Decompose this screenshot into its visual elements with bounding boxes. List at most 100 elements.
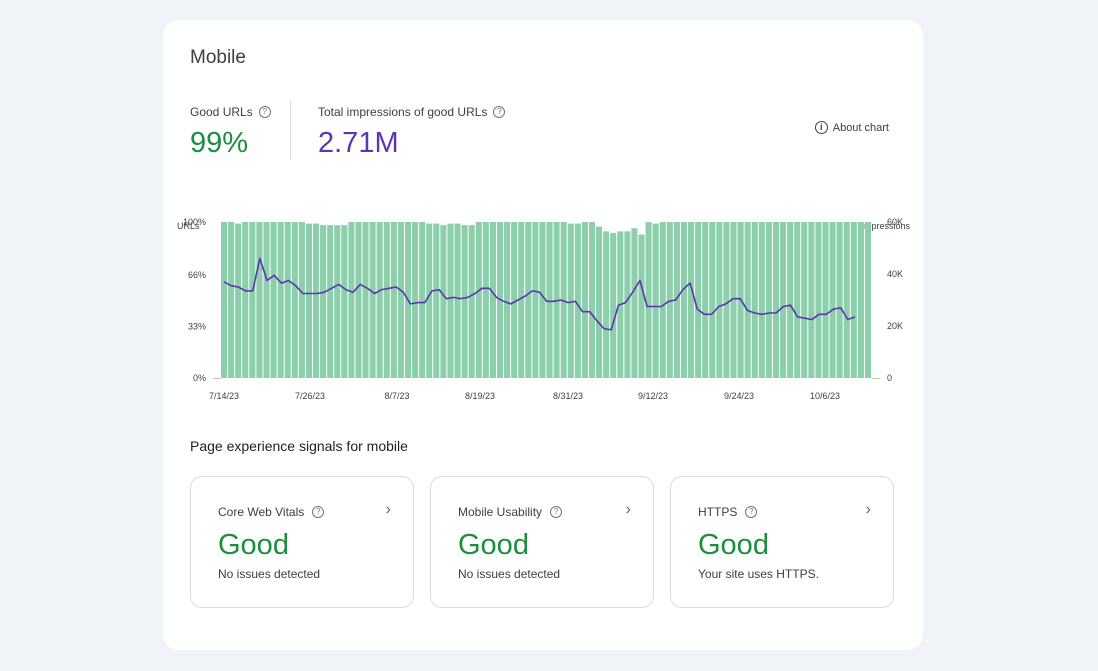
chevron-right-icon: › <box>385 501 391 518</box>
url-bar <box>843 222 850 378</box>
url-bar <box>355 222 362 378</box>
url-bar <box>801 222 808 378</box>
signal-head: HTTPS ? <box>698 505 758 519</box>
url-bar <box>532 222 539 378</box>
mobile-report-card: Mobile Good URLs ? 99% Total impressions… <box>163 20 923 650</box>
url-bar <box>504 222 511 378</box>
x-tick-label: 7/14/23 <box>209 391 239 401</box>
url-bar <box>836 222 843 378</box>
url-bar <box>383 222 390 378</box>
url-bar <box>787 222 794 378</box>
left-tick-label: 66% <box>188 270 206 280</box>
impressions-label: Total impressions of good URLs <box>318 105 488 119</box>
url-bar <box>624 231 631 378</box>
url-bar <box>723 222 730 378</box>
url-bar <box>596 226 603 378</box>
url-bar <box>454 223 461 378</box>
impressions-value: 2.71M <box>318 127 399 159</box>
x-tick-label: 9/12/23 <box>638 391 668 401</box>
metric-impressions[interactable]: Total impressions of good URLs ? 2.71M <box>318 105 506 160</box>
url-bar <box>567 223 574 378</box>
signal-label: Mobile Usability <box>458 505 543 519</box>
right-axis-title: Impressions <box>861 221 910 231</box>
url-bar <box>228 222 235 378</box>
card-title: Mobile <box>190 47 246 68</box>
url-bar <box>688 222 695 378</box>
url-bar <box>341 225 348 378</box>
url-bar <box>702 222 709 378</box>
good-urls-value: 99% <box>190 127 249 159</box>
url-bar <box>419 222 426 378</box>
url-bar <box>645 222 652 378</box>
url-bar <box>348 222 355 378</box>
left-axis-title: URLs <box>177 221 200 231</box>
info-icon: i <box>814 121 828 134</box>
url-bar <box>751 222 758 378</box>
url-bar <box>312 223 320 378</box>
url-bar <box>277 222 284 378</box>
url-bar <box>412 222 419 378</box>
about-chart-button[interactable]: i About chart <box>814 121 889 134</box>
url-bar <box>298 222 305 378</box>
signal-head: Mobile Usability ? <box>458 505 563 519</box>
signal-label: Core Web Vitals <box>218 505 305 519</box>
x-tick-label: 10/6/23 <box>810 391 840 401</box>
url-bar <box>857 222 864 378</box>
url-bar <box>489 222 496 378</box>
left-tick-label: 33% <box>188 322 206 332</box>
url-bar <box>369 222 376 378</box>
url-bar <box>291 222 298 378</box>
url-bar <box>673 222 680 378</box>
signal-card-core-web-vitals[interactable]: Core Web Vitals ? › Good No issues detec… <box>190 476 414 608</box>
metric-label-wrap: Good URLs ? <box>190 105 271 119</box>
url-bar <box>525 222 532 378</box>
signal-card-mobile-usability[interactable]: Mobile Usability ? › Good No issues dete… <box>430 476 654 608</box>
help-icon[interactable]: ? <box>258 106 271 118</box>
signal-subtext: No issues detected <box>458 567 561 581</box>
x-tick-label: 7/26/23 <box>295 391 325 401</box>
url-bar <box>815 222 822 378</box>
help-icon[interactable]: ? <box>550 506 563 518</box>
url-bar <box>680 222 688 378</box>
signal-label: HTTPS <box>698 505 738 519</box>
help-icon[interactable]: ? <box>745 506 758 518</box>
url-bar <box>468 225 475 378</box>
help-icon[interactable]: ? <box>493 106 506 118</box>
metric-good-urls[interactable]: Good URLs ? 99% <box>190 105 271 160</box>
url-bar <box>482 222 489 378</box>
performance-chart: URLs Impressions 0% 33% 66% 100% 0 20K 40K 60K 7/1… <box>177 217 911 401</box>
url-bar <box>772 222 780 378</box>
url-bar <box>631 228 638 378</box>
url-bar <box>447 223 454 378</box>
section-title: Page experience signals for mobile <box>190 438 408 454</box>
url-bar <box>864 222 871 378</box>
url-bar <box>808 222 815 378</box>
url-bar <box>235 223 242 378</box>
good-urls-label: Good URLs <box>190 105 253 119</box>
help-icon[interactable]: ? <box>312 506 325 518</box>
url-bar <box>716 222 723 378</box>
url-bar <box>511 222 518 378</box>
url-bar <box>433 223 440 378</box>
url-bar <box>666 222 673 378</box>
signal-card-https[interactable]: HTTPS ? › Good Your site uses HTTPS. <box>670 476 894 608</box>
url-bar <box>638 234 645 378</box>
url-bar <box>376 222 383 378</box>
signal-head: Core Web Vitals ? <box>218 505 325 519</box>
url-bar <box>440 225 447 378</box>
url-bar <box>320 225 327 378</box>
signal-subtext: Your site uses HTTPS. <box>698 567 819 581</box>
right-tick-label: 40K <box>887 269 903 279</box>
x-tick-label: 8/31/23 <box>553 391 583 401</box>
impressions-line <box>223 257 856 331</box>
url-bar <box>256 222 263 378</box>
right-tick-label: 20K <box>887 321 903 331</box>
url-bar <box>426 223 433 378</box>
url-bar <box>518 222 525 378</box>
url-bar <box>709 222 716 378</box>
url-bar <box>397 222 404 378</box>
signal-value: Good <box>698 529 769 561</box>
right-tick-label: 0 <box>887 373 892 383</box>
url-bar <box>850 222 857 378</box>
url-bar <box>652 223 659 378</box>
